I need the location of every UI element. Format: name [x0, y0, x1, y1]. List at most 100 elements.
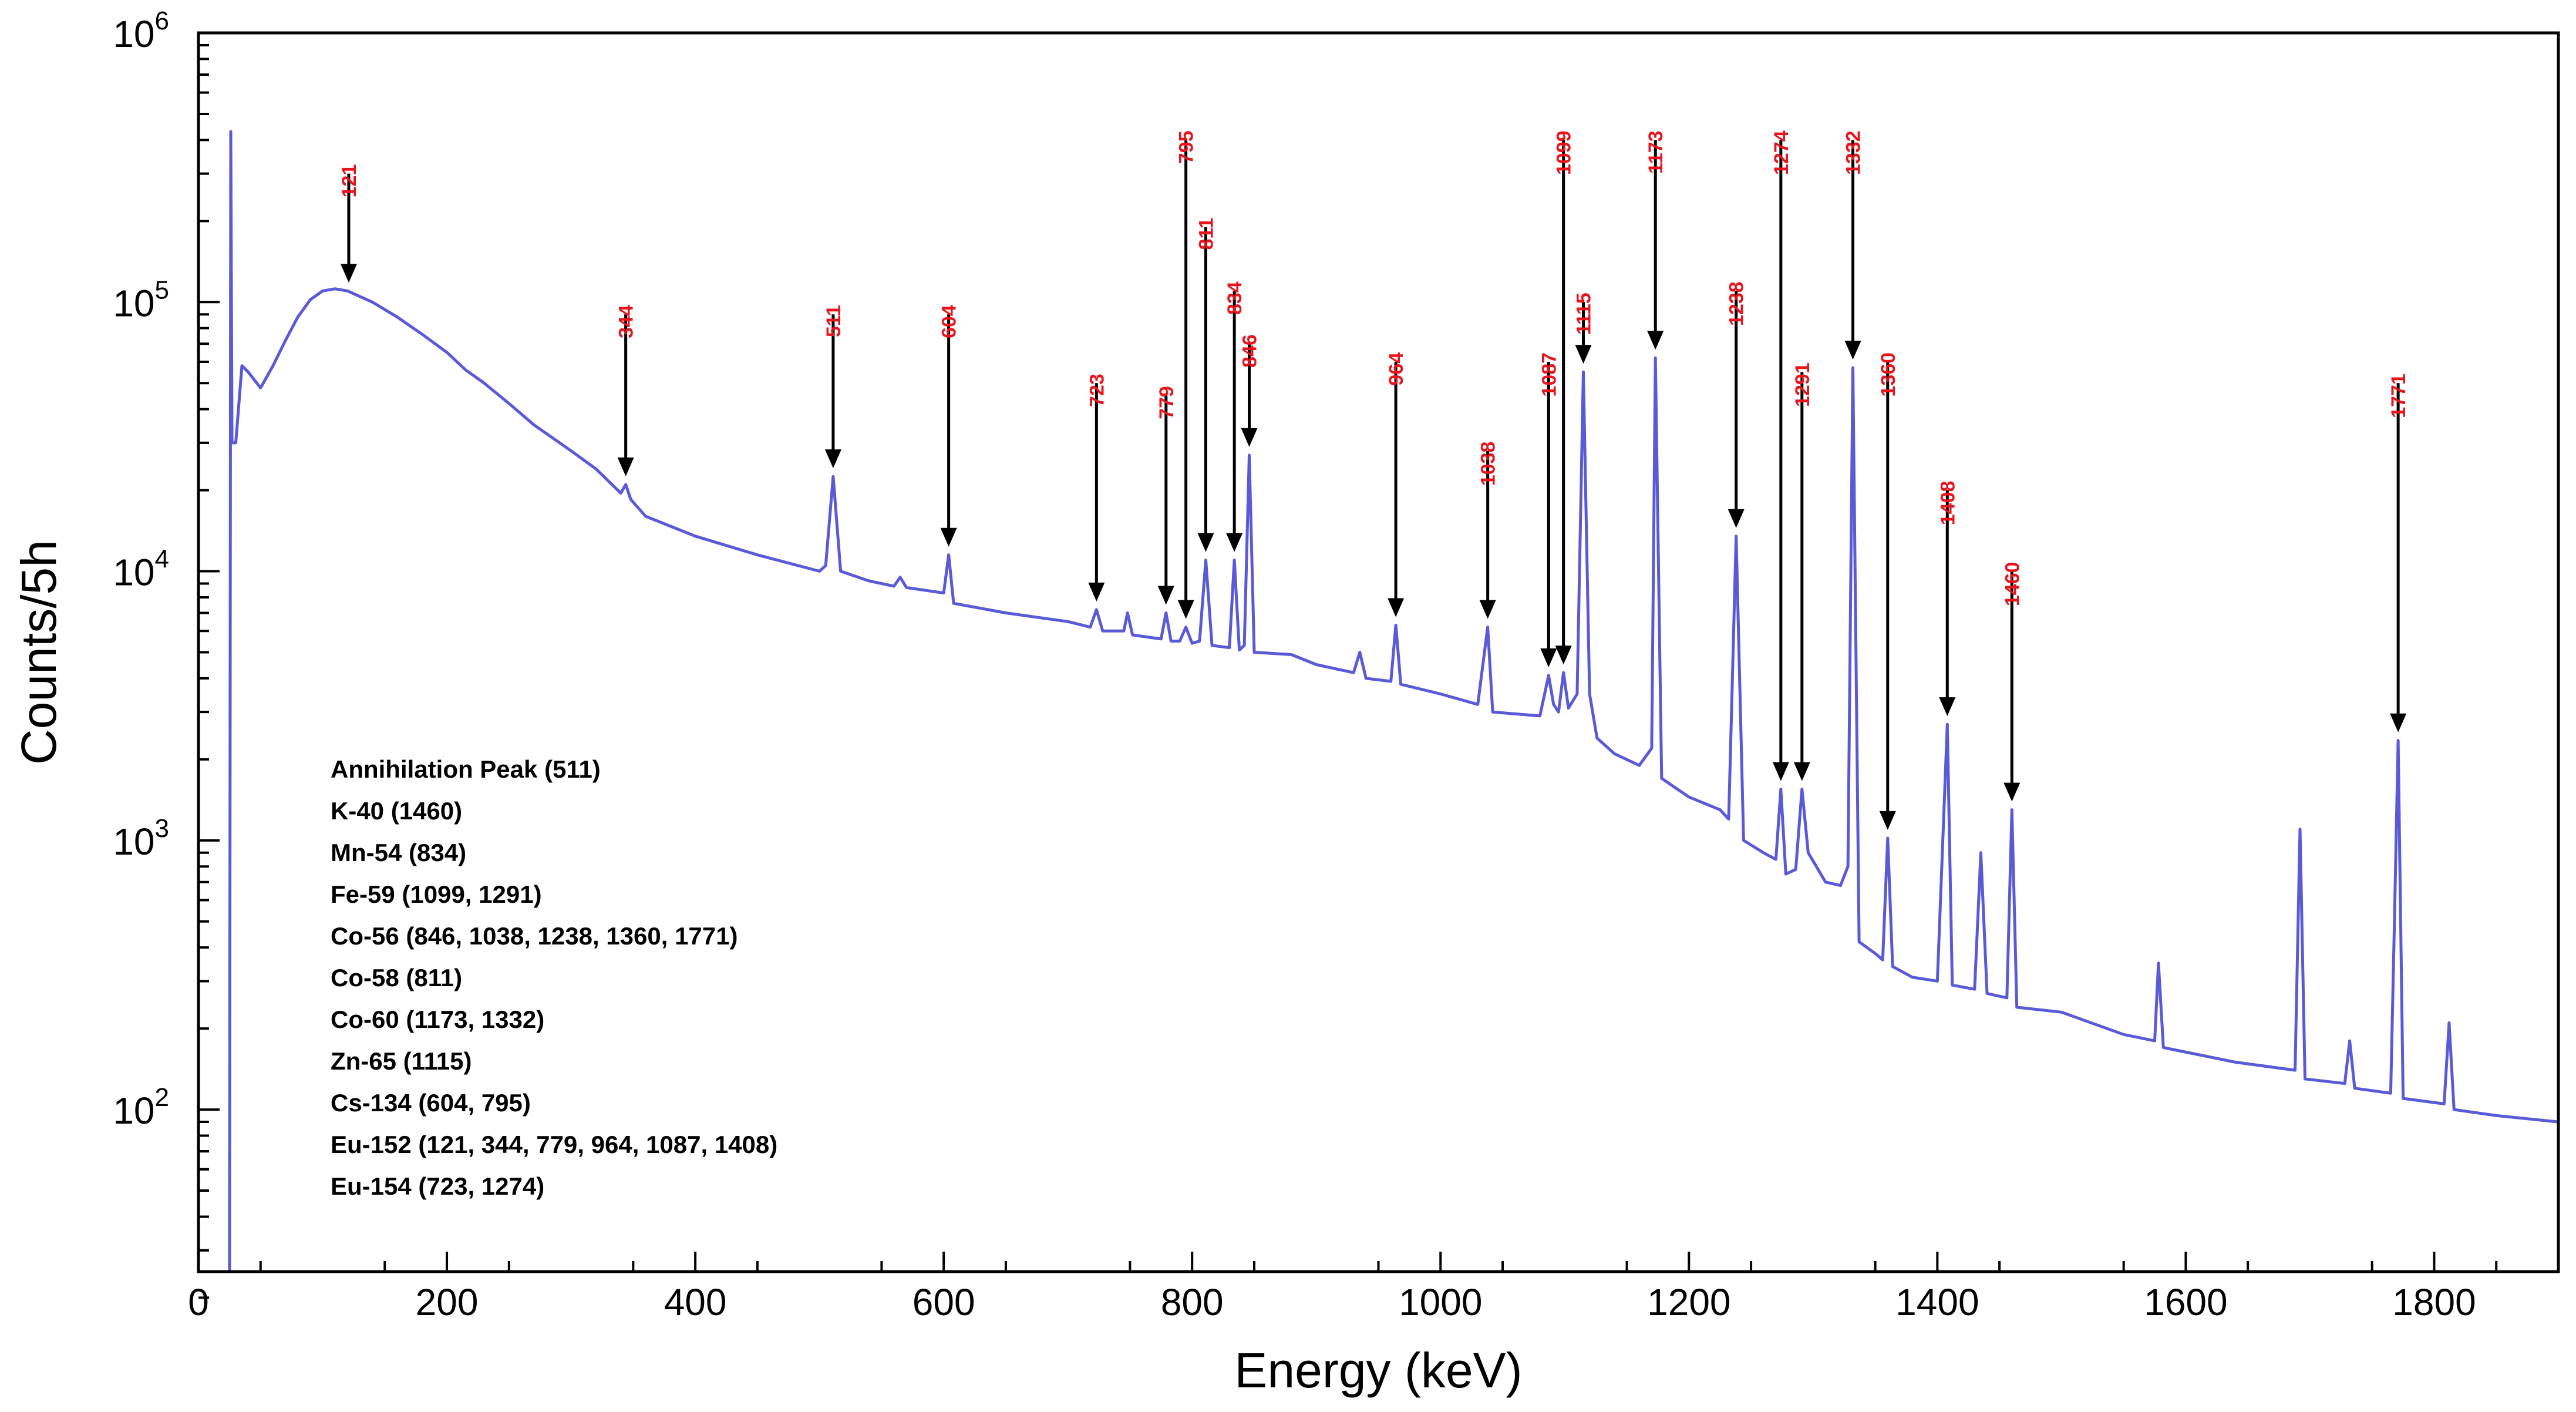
peak-arrow	[1728, 291, 1745, 528]
peak-label: 846	[1239, 334, 1261, 368]
peak-label: 511	[823, 305, 845, 337]
y-tick-base: 10	[113, 1090, 154, 1132]
y-tick-exponent: 5	[155, 275, 169, 304]
peak-arrow	[1241, 344, 1258, 447]
arrow-head	[824, 449, 841, 469]
x-tick-label: 1200	[1647, 1281, 1730, 1323]
arrow-head	[1772, 762, 1789, 781]
legend-entry: Eu-152 (121, 344, 779, 964, 1087, 1408)	[331, 1131, 777, 1158]
peak-label: 1087	[1538, 352, 1560, 397]
legend-entry: K-40 (1460)	[331, 797, 462, 825]
peak-label: 1274	[1770, 130, 1793, 175]
arrow-head	[1728, 509, 1745, 528]
x-tick-label: 400	[664, 1281, 727, 1323]
arrow-head	[1479, 600, 1496, 619]
peak-arrow	[1939, 490, 1956, 717]
y-tick-label: 104	[113, 545, 169, 594]
peak-arrow	[2003, 571, 2021, 802]
legend-entry: Co-58 (811)	[331, 964, 462, 991]
x-axis-title: Energy (keV)	[1234, 1343, 1522, 1398]
arrow-head	[340, 264, 357, 283]
arrow-head	[617, 457, 634, 476]
arrow-head	[1088, 582, 1105, 601]
peak-arrow	[1647, 140, 1664, 350]
peak-arrow	[1177, 140, 1194, 619]
legend-entry: Annihilation Peak (511)	[331, 755, 601, 783]
legend-entry: Fe-59 (1099, 1291)	[331, 880, 542, 908]
peak-label: 1771	[2388, 374, 2410, 418]
legend-entry: Cs-134 (604, 795)	[331, 1089, 531, 1117]
y-tick-label: 103	[113, 814, 169, 863]
peak-label: 834	[1224, 281, 1246, 315]
legend-entry: Co-56 (846, 1038, 1238, 1360, 1771)	[331, 922, 738, 950]
peak-arrow	[1555, 140, 1572, 665]
y-tick-label: 106	[113, 6, 169, 55]
peak-label: 795	[1176, 130, 1198, 164]
legend-entry: Zn-65 (1115)	[331, 1047, 472, 1075]
arrow-head	[1540, 648, 1557, 667]
y-axis-title: Counts/5h	[11, 540, 66, 765]
peak-label: 1099	[1553, 130, 1575, 175]
plot-frame	[197, 31, 2560, 1273]
arrow-head	[1226, 533, 1243, 552]
arrow-head	[2003, 782, 2021, 802]
peak-arrow	[1226, 291, 1243, 552]
legend-entry: Mn-54 (834)	[331, 839, 466, 866]
peak-label: 1332	[1843, 130, 1865, 175]
arrow-head	[940, 527, 957, 547]
spectrum-line	[228, 130, 2559, 1272]
y-tick-base: 10	[113, 552, 154, 594]
arrow-head	[1844, 341, 1861, 360]
arrow-head	[1177, 600, 1194, 619]
peak-arrows	[340, 140, 2407, 830]
arrow-head	[1388, 598, 1405, 617]
arrow-head	[1575, 345, 1592, 364]
peak-arrow	[617, 314, 634, 476]
x-tick-label: 1000	[1399, 1281, 1482, 1323]
x-tick-label: 0	[188, 1281, 209, 1323]
peak-label: 604	[938, 305, 961, 338]
legend: Annihilation Peak (511) K-40 (1460) Mn-54 …	[331, 755, 777, 1200]
peak-label: 964	[1385, 352, 1407, 386]
y-tick-base: 10	[113, 821, 154, 863]
peak-label: 344	[615, 305, 638, 338]
peak-arrow	[824, 314, 841, 469]
y-tick-exponent: 2	[155, 1083, 169, 1112]
x-tick-label: 800	[1161, 1281, 1224, 1323]
series-layer	[228, 130, 2559, 1272]
peak-label: 1115	[1573, 293, 1595, 335]
arrow-head	[1879, 811, 1896, 830]
arrow-head	[1939, 697, 1956, 717]
peak-arrow	[2390, 383, 2407, 732]
peak-arrow	[940, 314, 957, 547]
peak-arrow	[1388, 361, 1405, 617]
peak-label: 1238	[1726, 281, 1748, 326]
peak-label: 1408	[1937, 481, 1959, 526]
y-tick-exponent: 6	[155, 6, 169, 35]
x-axis: 0 200 400 600 800 1000 1200 1400 1600 1800	[188, 1252, 2498, 1323]
peak-label: 1291	[1792, 362, 1814, 407]
peak-arrow	[1088, 383, 1105, 601]
arrow-head	[1793, 762, 1810, 781]
peak-arrow	[1772, 140, 1789, 781]
peak-label: 1173	[1645, 130, 1667, 174]
x-tick-label: 1800	[2392, 1281, 2476, 1323]
arrow-head	[1197, 533, 1214, 552]
x-tick-label: 1600	[2144, 1281, 2227, 1323]
peak-arrow	[1197, 227, 1214, 552]
peak-arrow	[1793, 372, 1810, 781]
peak-labels: 121 344 511 604 723 779 795 811 834 846 964 1038 108…	[338, 130, 2410, 606]
peak-arrow	[1157, 395, 1174, 605]
arrow-head	[2390, 713, 2407, 732]
peak-arrow	[1540, 361, 1557, 667]
x-tick-label: 1400	[1895, 1281, 1979, 1323]
peak-label: 1038	[1477, 442, 1500, 486]
y-tick-exponent: 4	[155, 545, 169, 574]
peak-arrow	[1879, 361, 1896, 830]
peak-label: 121	[338, 164, 361, 198]
y-tick-exponent: 3	[155, 814, 169, 843]
x-tick-label: 600	[912, 1281, 975, 1323]
y-tick-base: 10	[113, 282, 154, 324]
